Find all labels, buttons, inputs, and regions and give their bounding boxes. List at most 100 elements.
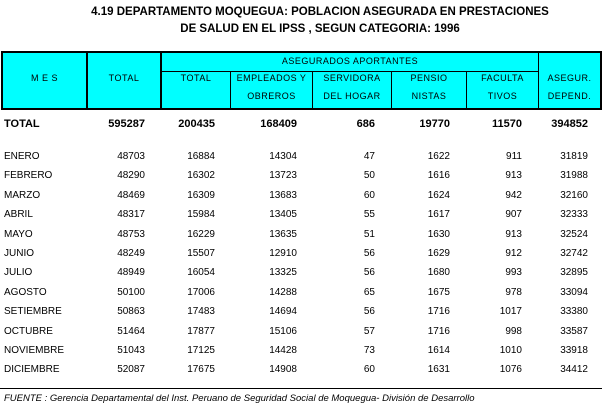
cell-asegurados-dependientes: 34412 (560, 364, 588, 376)
cell-facultativos: 11570 (492, 118, 522, 130)
cell-servidora-hogar: 50 (363, 170, 375, 182)
cell-total: 50100 (117, 286, 145, 298)
table-row: AGOSTO 50100 17006 14288 65 1675 978 33094 (0, 287, 602, 303)
cell-pensionistas: 1675 (427, 286, 450, 298)
cell-pensionistas: 1624 (427, 189, 450, 201)
cell-empleados-obreros: 14428 (269, 345, 297, 356)
cell-mes: ABRIL (4, 209, 33, 221)
cell-total: 51464 (117, 325, 145, 337)
table-header: M E S TOTAL ASEGURADOS APORTANTES TOTAL … (1, 51, 602, 110)
cell-servidora-hogar: 57 (363, 325, 375, 337)
cell-empleados-obreros: 13635 (269, 228, 297, 240)
cell-empleados-obreros: 13405 (269, 209, 297, 221)
cell-servidora-hogar: 686 (356, 118, 375, 130)
header-dependientes-2: DEPEND. (547, 91, 592, 101)
table-row: DICIEMBRE 52087 17675 14908 60 1631 1076 34412 (0, 364, 602, 380)
cell-aportantes-total: 17006 (187, 286, 215, 298)
cell-total: 48703 (117, 151, 145, 162)
header-divider (466, 71, 467, 108)
cell-asegurados-dependientes: 31988 (560, 170, 588, 182)
header-empleados-1: EMPLEADOS Y (236, 73, 307, 83)
cell-mes: MARZO (4, 189, 41, 201)
header-pensionistas-2: NISTAS (411, 91, 447, 101)
cell-asegurados-dependientes: 33094 (560, 286, 588, 298)
cell-mes: NOVIEMBRE (4, 345, 65, 356)
table-row: FEBRERO 48290 16302 13723 50 1616 913 31988 (0, 170, 602, 186)
cell-total: 48249 (117, 248, 145, 259)
header-divider (230, 71, 231, 108)
header-mes: M E S (30, 73, 58, 83)
cell-servidora-hogar: 56 (363, 248, 375, 259)
table-row: NOVIEMBRE 51043 17125 14428 73 1614 1010 33918 (0, 345, 602, 361)
table-row: JUNIO 48249 15507 12910 56 1629 912 32742 (0, 248, 602, 264)
cell-facultativos: 993 (505, 267, 522, 279)
cell-aportantes-total: 15507 (187, 248, 215, 259)
cell-empleados-obreros: 15106 (269, 325, 297, 337)
cell-asegurados-dependientes: 32895 (560, 267, 588, 279)
header-dependientes-1: ASEGUR. (547, 73, 592, 83)
header-divider (391, 71, 392, 108)
cell-total: 48290 (117, 170, 145, 182)
table-row: ENERO 48703 16884 14304 47 1622 911 31819 (0, 151, 602, 167)
cell-aportantes-total: 16884 (187, 151, 215, 162)
title-line-1: 4.19 DEPARTAMENTO MOQUEGUA: POBLACION AS… (91, 6, 549, 18)
cell-pensionistas: 1617 (427, 209, 450, 221)
cell-asegurados-dependientes: 31819 (560, 151, 588, 162)
cell-servidora-hogar: 65 (363, 286, 375, 298)
footer-divider (0, 388, 602, 389)
header-servidora-2: DEL HOGAR (323, 91, 381, 101)
cell-facultativos: 1017 (499, 306, 522, 318)
cell-mes: DICIEMBRE (4, 364, 60, 376)
cell-facultativos: 911 (506, 151, 522, 162)
cell-asegurados-dependientes: 32160 (560, 189, 588, 201)
cell-facultativos: 942 (505, 189, 522, 201)
cell-asegurados-dependientes: 394852 (551, 118, 588, 130)
cell-mes: FEBRERO (4, 170, 53, 182)
cell-empleados-obreros: 13325 (269, 267, 297, 279)
header-total: TOTAL (108, 73, 140, 83)
header-ap-total: TOTAL (180, 73, 212, 83)
title-line-2: DE SALUD EN EL IPSS , SEGUN CATEGORIA: 1… (180, 23, 460, 35)
cell-mes: AGOSTO (4, 286, 47, 298)
cell-facultativos: 1010 (499, 345, 522, 356)
cell-servidora-hogar: 73 (363, 345, 375, 356)
header-asegurados-aportantes: ASEGURADOS APORTANTES (281, 56, 419, 66)
cell-aportantes-total: 16054 (187, 267, 215, 279)
cell-pensionistas: 19770 (419, 118, 450, 130)
cell-total: 48317 (117, 209, 145, 221)
cell-asegurados-dependientes: 32333 (560, 209, 588, 221)
cell-empleados-obreros: 14908 (269, 364, 297, 376)
header-pensionistas-1: PENSIO (410, 73, 448, 83)
cell-pensionistas: 1622 (427, 151, 450, 162)
cell-pensionistas: 1716 (427, 306, 450, 318)
cell-aportantes-total: 16229 (187, 228, 215, 240)
cell-aportantes-total: 16302 (187, 170, 215, 182)
cell-mes: JULIO (4, 267, 33, 279)
cell-mes: ENERO (4, 151, 40, 162)
cell-facultativos: 1076 (499, 364, 522, 376)
table-row: MAYO 48753 16229 13635 51 1630 913 32524 (0, 229, 602, 245)
cell-pensionistas: 1616 (427, 170, 450, 182)
header-divider (86, 53, 88, 108)
cell-mes: JUNIO (4, 248, 34, 259)
cell-servidora-hogar: 60 (363, 189, 375, 201)
cell-empleados-obreros: 13683 (269, 189, 297, 201)
cell-facultativos: 912 (505, 248, 522, 259)
cell-empleados-obreros: 14288 (269, 286, 297, 298)
cell-total: 48753 (117, 228, 145, 240)
cell-mes: OCTUBRE (4, 325, 53, 337)
cell-pensionistas: 1614 (427, 345, 450, 356)
cell-asegurados-dependientes: 33380 (560, 306, 588, 318)
cell-mes: TOTAL (4, 118, 40, 130)
cell-servidora-hogar: 55 (363, 209, 375, 221)
cell-asegurados-dependientes: 33587 (560, 325, 588, 337)
table-row: MARZO 48469 16309 13683 60 1624 942 32160 (0, 190, 602, 206)
header-divider (162, 71, 538, 72)
table-row: ABRIL 48317 15984 13405 55 1617 907 32333 (0, 209, 602, 225)
table-row: JULIO 48949 16054 13325 56 1680 993 32895 (0, 267, 602, 283)
cell-servidora-hogar: 51 (363, 228, 375, 240)
header-divider (312, 71, 313, 108)
header-facultativos-1: FACULTA (481, 73, 524, 83)
cell-servidora-hogar: 56 (363, 306, 375, 318)
cell-total: 595287 (108, 118, 145, 130)
